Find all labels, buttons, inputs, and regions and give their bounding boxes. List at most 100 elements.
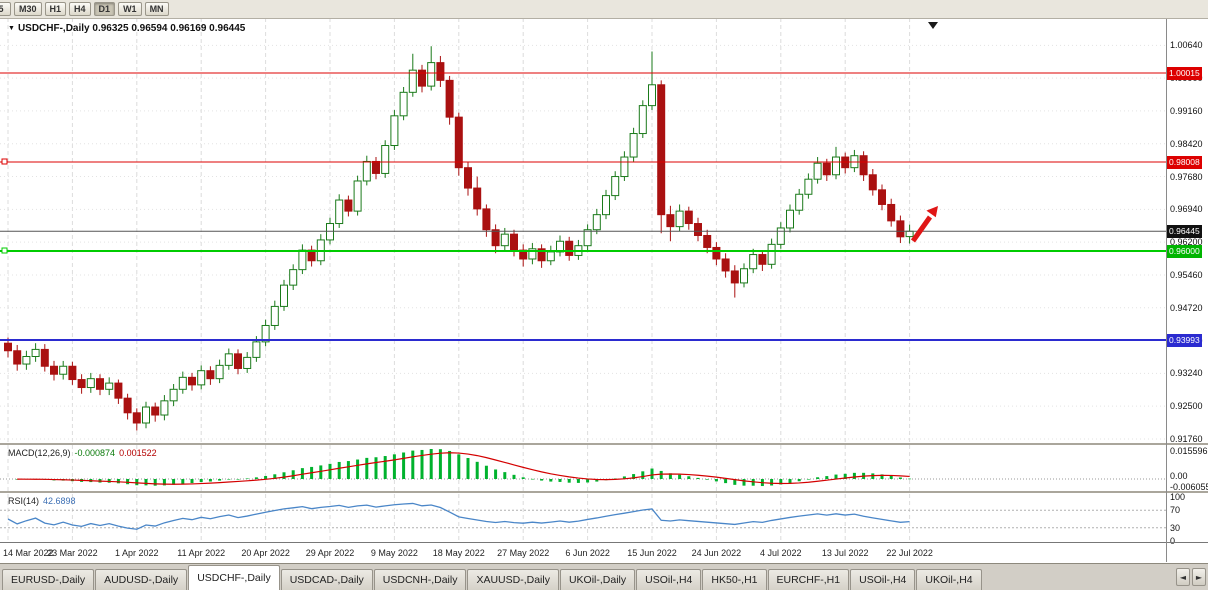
time-axis-label: 18 May 2022 — [433, 548, 485, 558]
price-axis-label: 0.95460 — [1170, 269, 1203, 280]
timeframe-toolbar: 5 M30 H1 H4 D1 W1 MN — [0, 0, 1208, 19]
candle-body — [648, 84, 656, 107]
candlestick-series — [4, 46, 914, 431]
up-arrow-annotation[interactable] — [910, 215, 933, 243]
time-axis-label: 11 Apr 2022 — [177, 548, 225, 558]
timeframe-button-h1[interactable]: H1 — [44, 2, 67, 16]
timeframe-button-mn[interactable]: MN — [144, 2, 169, 16]
candle-body — [68, 365, 77, 381]
candle-body — [832, 156, 840, 176]
candle-body — [592, 214, 601, 231]
candle-body — [399, 91, 408, 117]
candle-body — [197, 370, 206, 386]
candle-body — [611, 176, 620, 197]
candle-body — [390, 115, 399, 147]
grid — [0, 18, 1166, 541]
price-axis-label: 0.92500 — [1170, 401, 1203, 412]
candle-body — [372, 160, 380, 174]
candle-body — [77, 379, 86, 389]
panel-separator[interactable] — [0, 491, 1208, 493]
line-handle[interactable] — [1, 247, 8, 254]
candle-body — [4, 342, 12, 352]
tabs-scroll-right-button[interactable]: ► — [1192, 568, 1206, 586]
candle-body — [151, 406, 160, 416]
chart-tab-audusd[interactable]: AUDUSD-,Daily — [95, 569, 188, 590]
time-axis-label: 27 May 2022 — [497, 548, 549, 558]
chart-dropdown-icon: ▼ — [8, 25, 15, 32]
chart-tab-eurusd[interactable]: EURUSD-,Daily — [2, 569, 95, 590]
panel-separator[interactable] — [0, 443, 1208, 445]
time-axis-separator — [0, 542, 1208, 543]
price-axis-badge: 0.96445 — [1167, 225, 1202, 239]
chart-tab-usdchf[interactable]: USDCHF-,Daily — [188, 565, 280, 590]
candle-body — [160, 400, 169, 416]
timeframe-button-w1[interactable]: W1 — [118, 2, 142, 16]
candle-body — [224, 353, 233, 366]
candle-body — [252, 341, 261, 358]
chart-tab-hk50[interactable]: HK50-,H1 — [702, 569, 767, 590]
rsi-value: 42.6898 — [43, 496, 76, 506]
candle-body — [546, 251, 555, 262]
chart-title: ▼ USDCHF-,Daily 0.96325 0.96594 0.96169 0… — [8, 23, 245, 34]
chart-tab-eurchf[interactable]: EURCHF-,H1 — [767, 569, 850, 590]
price-axis-label: 0.99160 — [1170, 105, 1203, 116]
candle-body — [675, 210, 684, 228]
time-axis-label: 4 Jul 2022 — [760, 548, 802, 558]
time-axis-label: 13 Jul 2022 — [822, 548, 869, 558]
candle-body — [22, 356, 31, 365]
chart-tab-ukoil[interactable]: UKOil-,H4 — [916, 569, 982, 590]
candle-body — [243, 356, 252, 369]
candle-body — [776, 227, 785, 245]
candle-body — [289, 269, 298, 286]
candle-body — [59, 365, 68, 375]
chart-tab-usoil[interactable]: USOil-,H4 — [850, 569, 916, 590]
rsi-axis-label: 70 — [1170, 505, 1181, 516]
candle-body — [813, 162, 822, 180]
candle-body — [620, 156, 629, 178]
line-handle[interactable] — [1, 158, 8, 165]
candle-body — [123, 397, 132, 414]
price-axis-label: 0.96200 — [1170, 237, 1203, 248]
time-axis-label: 20 Apr 2022 — [241, 548, 290, 558]
chart-tab-usdcad[interactable]: USDCAD-,Daily — [280, 569, 373, 590]
chart-tab-ukoil[interactable]: UKOil-,Daily — [559, 569, 636, 590]
price-axis-label: 0.94720 — [1170, 302, 1203, 313]
rsi-line — [7, 502, 910, 530]
candle-body — [703, 234, 712, 248]
candle-body — [298, 249, 307, 271]
candle-body — [105, 382, 114, 390]
timeframe-button-d1[interactable]: D1 — [93, 2, 116, 16]
candle-body — [114, 382, 123, 399]
candle-body — [234, 353, 242, 369]
chart-shift-marker-icon[interactable] — [928, 22, 938, 29]
candle-body — [758, 254, 767, 265]
tabs-scroll-buttons: ◄ ► — [1176, 568, 1206, 586]
timeframe-button-m30[interactable]: M30 — [14, 2, 42, 16]
macd-axis-label: 0.015596 — [1170, 446, 1208, 456]
tabs-scroll-left-button[interactable]: ◄ — [1176, 568, 1190, 586]
candle-body — [215, 364, 224, 380]
price-axis[interactable]: 1.006400.999000.991600.984200.976800.969… — [1167, 18, 1208, 562]
chart-tab-usoil[interactable]: USOil-,H4 — [636, 569, 702, 590]
chart-tab-xauusd[interactable]: XAUUSD-,Daily — [467, 569, 559, 590]
macd-axis-label: 0.00 — [1170, 471, 1188, 481]
candle-body — [436, 62, 445, 81]
price-axis-label: 0.96940 — [1170, 204, 1203, 215]
price-axis-badge: 0.98008 — [1167, 156, 1202, 169]
candle-body — [96, 378, 104, 390]
candle-body — [482, 208, 491, 231]
candle-body — [712, 246, 721, 260]
candle-body — [730, 270, 739, 284]
time-axis-label: 6 Jun 2022 — [565, 548, 610, 558]
candle-body — [418, 69, 426, 87]
timeframe-button-5[interactable]: 5 — [0, 2, 11, 16]
time-axis-label: 14 Mar 2022 — [3, 548, 54, 558]
rsi-axis-label: 30 — [1170, 522, 1181, 533]
chart-tab-usdcnh[interactable]: USDCNH-,Daily — [373, 569, 467, 590]
candle-body — [878, 189, 886, 205]
timeframe-button-h4[interactable]: H4 — [69, 2, 91, 16]
candle-body — [188, 376, 196, 386]
candle-body — [86, 378, 95, 389]
